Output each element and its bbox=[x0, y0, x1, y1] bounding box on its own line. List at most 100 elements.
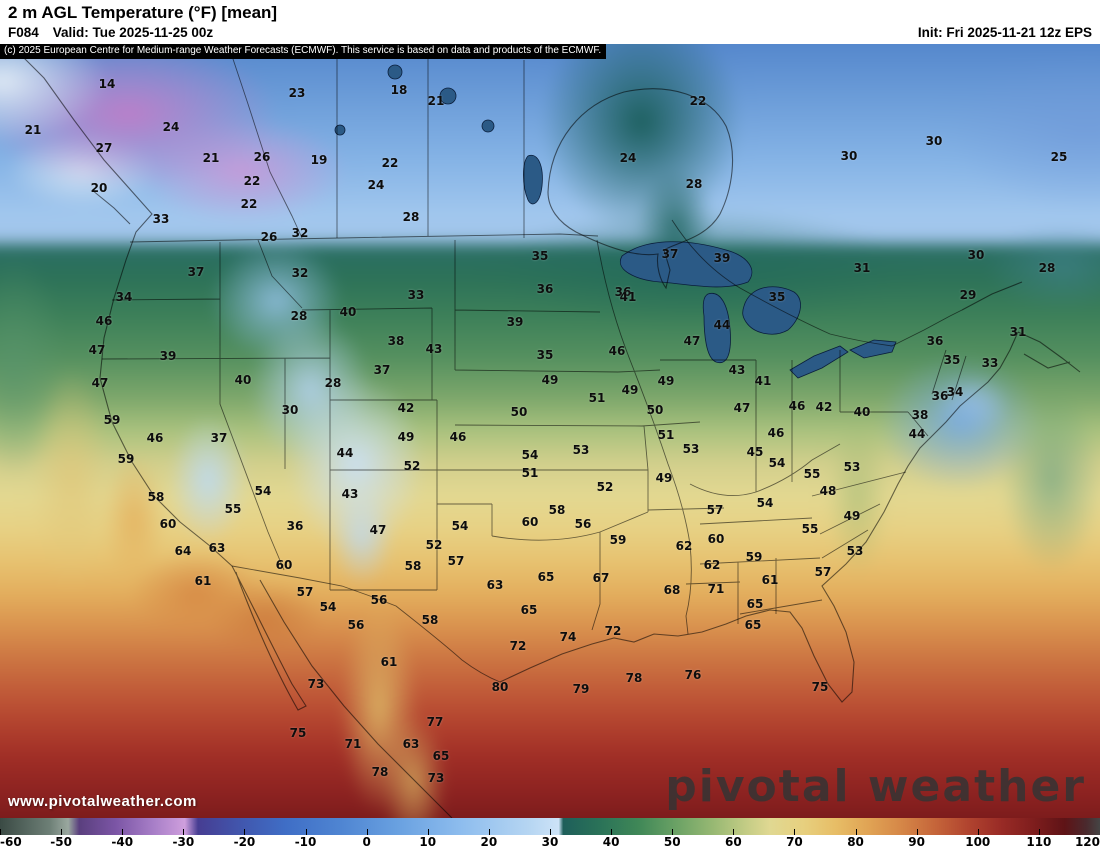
colorbar-tickmark bbox=[550, 829, 551, 835]
colorbar-tick-label: -30 bbox=[172, 835, 195, 849]
temp-value-label: 20 bbox=[90, 181, 108, 195]
temp-value-label: 58 bbox=[548, 503, 566, 517]
temp-value-label: 77 bbox=[426, 715, 444, 729]
temp-value-label: 75 bbox=[811, 680, 829, 694]
temp-value-label: 51 bbox=[588, 391, 606, 405]
temp-value-label: 68 bbox=[663, 583, 681, 597]
temp-value-label: 33 bbox=[407, 288, 425, 302]
temp-value-label: 43 bbox=[728, 363, 746, 377]
colorbar-tickmark bbox=[366, 829, 368, 835]
temp-value-label: 28 bbox=[1038, 261, 1056, 275]
temp-value-label: 55 bbox=[803, 467, 821, 481]
temp-value-label: 60 bbox=[521, 515, 539, 529]
colorbar-tickmark bbox=[427, 829, 429, 835]
watermark-url: www.pivotalweather.com bbox=[8, 793, 197, 810]
colorbar-tick-label: 120 bbox=[1074, 835, 1100, 849]
colorbar-tickmark bbox=[122, 829, 124, 835]
temp-value-label: 26 bbox=[260, 230, 278, 244]
temp-value-label: 54 bbox=[451, 519, 469, 533]
colorbar-tickmark bbox=[305, 829, 307, 835]
temp-value-label: 50 bbox=[646, 403, 664, 417]
map-header: 2 m AGL Temperature (°F) [mean] F084 Vali… bbox=[0, 0, 1100, 44]
colorbar-tickmark bbox=[794, 829, 796, 835]
temp-value-label: 47 bbox=[369, 523, 387, 537]
forecast-hour: F084 bbox=[8, 25, 39, 40]
temp-value-label: 29 bbox=[959, 288, 977, 302]
temp-value-label: 30 bbox=[967, 248, 985, 262]
temp-value-label: 60 bbox=[159, 517, 177, 531]
temp-value-label: 53 bbox=[572, 443, 590, 457]
temp-value-label: 74 bbox=[559, 630, 577, 644]
temp-value-label: 30 bbox=[840, 149, 858, 163]
temp-value-label: 24 bbox=[367, 178, 385, 192]
colorbar-tick-label: 70 bbox=[786, 835, 803, 849]
temp-value-label: 43 bbox=[341, 487, 359, 501]
temp-value-label: 19 bbox=[310, 153, 328, 167]
temp-value-label: 49 bbox=[621, 383, 639, 397]
pivotal-weather-logo: pivotal weather bbox=[665, 761, 1086, 812]
temp-value-label: 34 bbox=[115, 290, 133, 304]
colorbar-tick-label: 90 bbox=[908, 835, 926, 849]
colorbar-tickmark bbox=[916, 829, 918, 835]
temp-value-label: 32 bbox=[291, 266, 309, 280]
temp-value-label: 24 bbox=[162, 120, 180, 134]
temp-value-label: 65 bbox=[537, 570, 555, 584]
temp-value-label: 24 bbox=[619, 151, 637, 165]
temp-value-label: 28 bbox=[402, 210, 420, 224]
temp-value-label: 72 bbox=[509, 639, 527, 653]
temp-value-label: 65 bbox=[746, 597, 764, 611]
temp-value-label: 49 bbox=[843, 509, 861, 523]
colorbar-tick-label: 110 bbox=[1026, 835, 1052, 849]
temp-value-label: 78 bbox=[371, 765, 389, 779]
colorbar-tick-label: 50 bbox=[663, 835, 681, 849]
temp-value-label: 73 bbox=[427, 771, 445, 785]
state-borders bbox=[101, 44, 967, 683]
colorbar-tickmark bbox=[244, 829, 246, 835]
temp-value-label: 21 bbox=[202, 151, 220, 165]
temp-value-label: 58 bbox=[147, 490, 165, 504]
temp-value-label: 58 bbox=[404, 559, 422, 573]
temp-value-label: 28 bbox=[685, 177, 703, 191]
map-borders bbox=[13, 44, 1081, 818]
temp-value-label: 44 bbox=[713, 318, 731, 332]
temp-value-label: 44 bbox=[336, 446, 354, 460]
temp-value-label: 49 bbox=[655, 471, 673, 485]
forecast-meta-row: F084 Valid: Tue 2025-11-25 00z Init: Fri … bbox=[8, 24, 1092, 42]
temp-value-label: 28 bbox=[324, 376, 342, 390]
temp-value-label: 78 bbox=[625, 671, 643, 685]
temp-value-label: 46 bbox=[449, 430, 467, 444]
colorbar-gradient bbox=[0, 818, 1100, 835]
temp-value-label: 63 bbox=[402, 737, 420, 751]
temp-value-label: 54 bbox=[756, 496, 774, 510]
temp-value-label: 30 bbox=[925, 134, 943, 148]
colorbar-tick-label: 10 bbox=[419, 835, 437, 849]
temp-value-label: 52 bbox=[425, 538, 443, 552]
temp-value-label: 63 bbox=[486, 578, 504, 592]
temp-value-label: 62 bbox=[703, 558, 721, 572]
temp-value-label: 65 bbox=[744, 618, 762, 632]
temp-value-label: 39 bbox=[713, 251, 731, 265]
temp-value-label: 54 bbox=[768, 456, 786, 470]
colorbar-tick-label: 40 bbox=[602, 835, 620, 849]
temp-value-label: 65 bbox=[432, 749, 450, 763]
temp-value-label: 23 bbox=[288, 86, 306, 100]
temp-value-label: 27 bbox=[95, 141, 113, 155]
colorbar-tickmark bbox=[183, 829, 185, 835]
colorbar-tickmark bbox=[1038, 829, 1040, 835]
temp-value-label: 52 bbox=[403, 459, 421, 473]
temp-value-label: 35 bbox=[768, 290, 786, 304]
temp-value-label: 59 bbox=[103, 413, 121, 427]
temp-value-label: 37 bbox=[661, 247, 679, 261]
temp-value-label: 63 bbox=[208, 541, 226, 555]
temp-value-label: 36 bbox=[931, 389, 949, 403]
temp-value-label: 59 bbox=[117, 452, 135, 466]
temp-value-label: 34 bbox=[946, 385, 964, 399]
temp-value-label: 73 bbox=[307, 677, 325, 691]
temp-value-label: 49 bbox=[657, 374, 675, 388]
temp-value-label: 40 bbox=[234, 373, 252, 387]
temp-value-label: 40 bbox=[853, 405, 871, 419]
temp-value-label: 71 bbox=[344, 737, 362, 751]
temp-value-label: 18 bbox=[390, 83, 408, 97]
page-title: 2 m AGL Temperature (°F) [mean] bbox=[8, 3, 278, 22]
temp-value-label: 40 bbox=[339, 305, 357, 319]
